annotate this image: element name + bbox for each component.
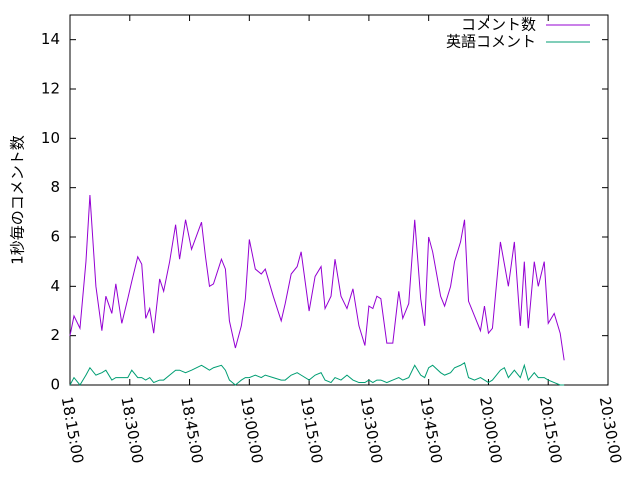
- x-tick-label: 19:15:00: [297, 395, 326, 464]
- x-tick-label: 19:00:00: [237, 395, 266, 464]
- x-tick-label: 20:15:00: [536, 395, 565, 464]
- x-tick-label: 20:30:00: [596, 395, 625, 464]
- y-tick-label: 6: [50, 228, 60, 246]
- y-axis-label: 1秒毎のコメント数: [9, 135, 27, 265]
- y-tick-label: 10: [41, 129, 60, 147]
- y-tick-label: 0: [50, 376, 60, 394]
- y-tick-label: 4: [50, 277, 60, 295]
- y-tick-label: 2: [50, 326, 60, 344]
- legend-label: コメント数: [461, 16, 536, 34]
- x-tick-label: 18:30:00: [117, 395, 146, 464]
- line-series: [69, 195, 565, 361]
- y-tick-label: 12: [41, 80, 60, 98]
- y-tick-label: 8: [50, 178, 60, 196]
- plot-border: [69, 14, 609, 386]
- x-tick-label: 19:30:00: [357, 395, 386, 464]
- legend-label: 英語コメント: [446, 33, 536, 51]
- x-tick-label: 19:45:00: [416, 395, 445, 464]
- x-tick-label: 20:00:00: [476, 395, 505, 464]
- y-tick-label: 14: [41, 30, 60, 48]
- line-series: [69, 362, 565, 386]
- x-tick-label: 18:45:00: [177, 395, 206, 464]
- x-tick-label: 18:15:00: [58, 395, 87, 464]
